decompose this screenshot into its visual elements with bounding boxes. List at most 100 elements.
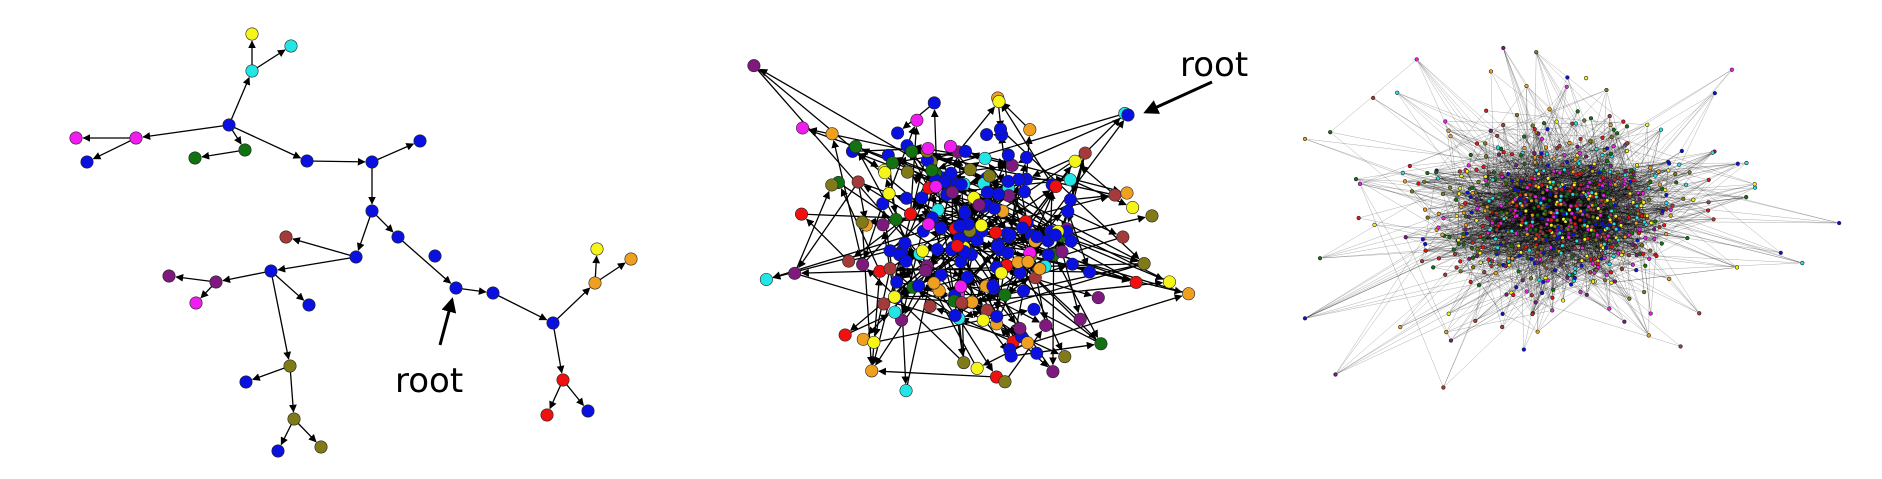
node [1423, 248, 1428, 253]
medium-network-nodes [747, 59, 1196, 398]
node [1501, 122, 1506, 128]
edge [1603, 207, 1609, 236]
node [1451, 247, 1456, 252]
node [1446, 128, 1451, 133]
node [1685, 235, 1690, 241]
node [1588, 116, 1594, 121]
edge [1407, 153, 1548, 182]
node [1664, 200, 1669, 206]
node [1575, 144, 1580, 149]
edge [1508, 167, 1609, 254]
node [1108, 188, 1122, 202]
node [1539, 183, 1544, 188]
edge [1490, 130, 1590, 192]
node [1523, 244, 1529, 249]
node [1635, 190, 1641, 196]
node [1734, 265, 1740, 270]
edge [1543, 123, 1598, 172]
node [1619, 253, 1624, 258]
node [1539, 151, 1544, 156]
edge [1506, 164, 1736, 295]
edge [1418, 183, 1609, 272]
edge [1666, 161, 1669, 193]
edge [1597, 216, 1669, 236]
edge [1492, 217, 1627, 223]
edge [1503, 47, 1554, 215]
edge [1518, 185, 1575, 281]
edge [1577, 226, 1660, 248]
node [1456, 241, 1461, 247]
node [1525, 256, 1530, 261]
edge [1622, 183, 1626, 252]
edge [1516, 205, 1607, 225]
node [1634, 268, 1639, 273]
edge [1496, 196, 1515, 214]
node [1001, 174, 1015, 188]
edge [1446, 198, 1520, 235]
edge [1591, 143, 1602, 170]
node [1659, 186, 1665, 191]
edge [1436, 134, 1536, 171]
edge [1421, 156, 1541, 184]
edge [1597, 263, 1609, 271]
node [1554, 237, 1560, 242]
edge [1569, 184, 1752, 227]
node [1653, 219, 1658, 224]
node [1552, 233, 1557, 238]
edge [1469, 193, 1551, 231]
edge [1639, 183, 1650, 200]
edge [1405, 206, 1569, 238]
node [1494, 210, 1499, 216]
edge [1433, 263, 1488, 268]
node [1495, 133, 1500, 138]
edge [1473, 214, 1489, 234]
node [1551, 179, 1556, 185]
edge [1528, 87, 1597, 150]
edge [1559, 146, 1583, 246]
node [1673, 171, 1678, 177]
edge [1620, 178, 1661, 212]
node [1629, 168, 1634, 173]
tree-edges [82, 40, 626, 446]
node [1328, 130, 1333, 135]
edge [1586, 294, 1623, 321]
node [1712, 91, 1717, 96]
node [1590, 169, 1595, 174]
edge [1609, 162, 1663, 189]
node [904, 207, 918, 221]
node [1453, 197, 1459, 202]
edge [1602, 164, 1736, 195]
node [1666, 159, 1671, 165]
edge [1596, 163, 1738, 272]
edge [1600, 269, 1651, 314]
node [1535, 329, 1540, 334]
node [1611, 197, 1616, 202]
edge [1452, 188, 1529, 228]
node [1578, 209, 1583, 214]
node [1496, 223, 1501, 228]
node [1674, 180, 1679, 185]
node [1608, 201, 1613, 206]
edge [1512, 171, 1633, 210]
node [1443, 272, 1448, 277]
edge [871, 277, 883, 371]
edge [969, 216, 1081, 320]
node [1837, 220, 1842, 226]
edge [1574, 214, 1590, 223]
node [759, 272, 773, 286]
node [1626, 185, 1631, 190]
node [1509, 152, 1515, 157]
node [624, 252, 638, 266]
node [1588, 139, 1593, 144]
edge [1622, 185, 1646, 189]
edge [1616, 245, 1649, 336]
node [245, 27, 259, 41]
edge [1592, 120, 1663, 214]
node [1572, 221, 1578, 227]
edge [1526, 150, 1605, 238]
node [1586, 191, 1591, 196]
node [1504, 210, 1509, 216]
node [1752, 185, 1758, 190]
node [1436, 211, 1441, 216]
edge [1522, 212, 1569, 281]
